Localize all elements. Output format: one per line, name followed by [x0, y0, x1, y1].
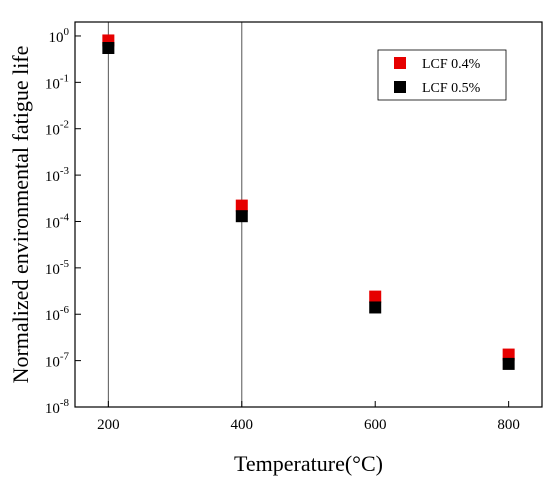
- legend-marker: [394, 57, 406, 69]
- legend-label: LCF 0.5%: [422, 81, 481, 96]
- x-tick-label: 400: [231, 417, 254, 433]
- y-tick-label: 10-1: [45, 72, 69, 92]
- y-tick-label: 10-7: [45, 351, 70, 371]
- y-tick-label: 10-2: [45, 119, 69, 139]
- legend-marker: [394, 81, 406, 93]
- y-tick-label: 10-8: [45, 397, 70, 417]
- x-tick-label: 800: [497, 417, 520, 433]
- y-axis-label: Normalized environmental fatigue life: [8, 46, 33, 384]
- y-axis: 100 10-1 10-2 10-3 10-4 10-5 10-6 10-7 10-8: [45, 26, 81, 417]
- data-points: [102, 34, 515, 370]
- data-point-series-1: [502, 348, 515, 361]
- y-tick-label: 10-4: [45, 211, 70, 231]
- y-tick-label: 10-5: [45, 258, 70, 278]
- data-point-series-2: [369, 301, 382, 314]
- x-axis-label: Temperature(°C): [234, 451, 383, 476]
- legend-label: LCF 0.4%: [422, 57, 481, 72]
- data-point-series-2: [235, 210, 248, 223]
- x-tick-label: 200: [97, 417, 120, 433]
- y-tick-label: 10-3: [45, 165, 70, 185]
- data-point-series-1: [235, 199, 248, 212]
- x-axis: 200 400 600 800: [97, 401, 520, 433]
- legend: LCF 0.4% LCF 0.5%: [377, 49, 507, 101]
- reference-lines: [107, 22, 243, 407]
- data-point-series-1: [369, 290, 382, 303]
- y-tick-label: 100: [49, 26, 70, 46]
- y-tick-label: 10-6: [45, 304, 70, 324]
- data-point-series-2: [102, 42, 115, 55]
- plot-frame: [74, 21, 543, 408]
- x-tick-label: 600: [364, 417, 387, 433]
- data-point-series-2: [502, 357, 515, 370]
